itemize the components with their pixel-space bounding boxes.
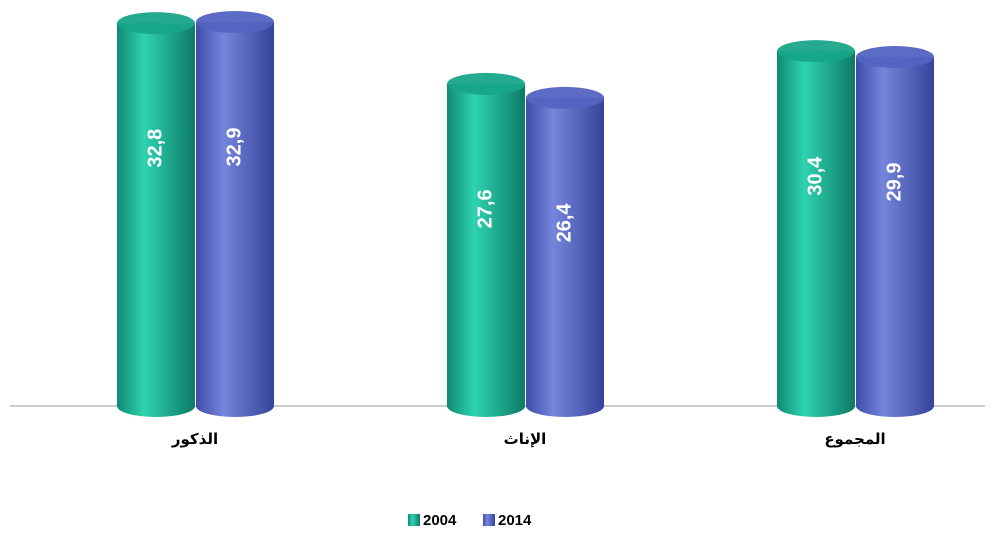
bar-top bbox=[777, 40, 855, 63]
bar bbox=[447, 72, 525, 418]
x-tick-label: الذكور bbox=[171, 431, 218, 448]
bar-body bbox=[196, 22, 274, 417]
x-tick-label: الإناث bbox=[504, 431, 547, 448]
legend-label: 2004 bbox=[423, 512, 457, 529]
value-label: 32,9 bbox=[223, 128, 245, 167]
value-label: 27,6 bbox=[474, 189, 496, 228]
bar bbox=[856, 46, 934, 417]
value-label: 29,9 bbox=[883, 163, 905, 202]
bar-top bbox=[526, 86, 604, 109]
bar-top bbox=[117, 12, 195, 35]
bar bbox=[777, 40, 855, 418]
legend-label: 2014 bbox=[498, 512, 532, 529]
bar-body bbox=[117, 23, 195, 417]
bar bbox=[117, 12, 195, 417]
value-label: 32,8 bbox=[144, 129, 166, 168]
bar bbox=[526, 86, 604, 417]
bar-body bbox=[856, 57, 934, 417]
legend-swatch bbox=[408, 514, 420, 526]
bar-top bbox=[196, 11, 274, 33]
value-label: 30,4 bbox=[804, 156, 826, 196]
legend-swatch bbox=[483, 514, 495, 526]
value-label: 26,4 bbox=[553, 203, 575, 243]
bar-body bbox=[447, 83, 525, 418]
bar-body bbox=[777, 51, 855, 418]
bar-body bbox=[526, 97, 604, 417]
bar bbox=[196, 11, 274, 417]
bar-top bbox=[856, 46, 934, 69]
x-tick-label: المجموع bbox=[824, 431, 885, 448]
bar-top bbox=[447, 72, 525, 95]
